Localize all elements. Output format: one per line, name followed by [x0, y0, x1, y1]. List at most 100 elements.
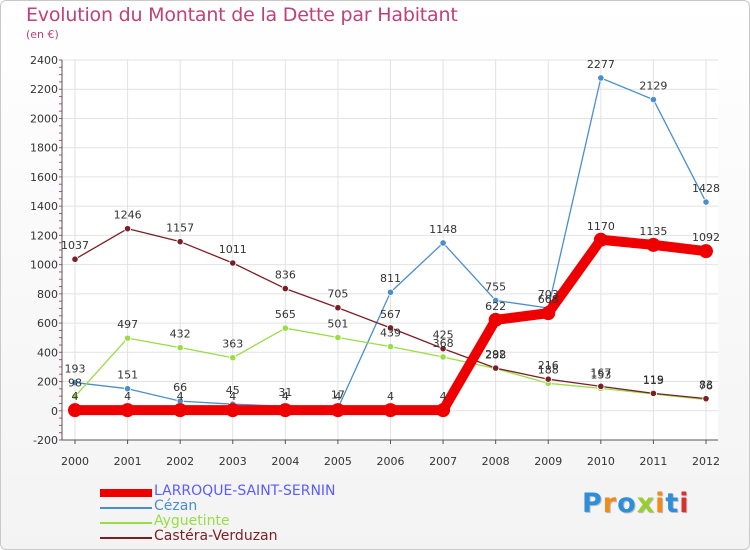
logo-letter: i — [679, 488, 690, 519]
data-label: 98 — [68, 376, 82, 389]
data-label: 1092 — [692, 231, 720, 244]
data-label: 703 — [538, 288, 559, 301]
data-label: 76 — [699, 380, 713, 393]
x-tick-label: 2001 — [114, 455, 142, 468]
data-point — [439, 345, 447, 353]
data-point — [439, 353, 447, 361]
legend-swatch — [100, 489, 152, 497]
y-tick-label: 1000 — [30, 259, 58, 272]
data-label: 4 — [282, 390, 289, 403]
data-point — [386, 343, 395, 351]
data-label: 425 — [433, 329, 454, 342]
series-0 — [68, 232, 713, 418]
y-tick-label: 2000 — [30, 112, 58, 125]
data-point — [281, 284, 289, 293]
data-point — [229, 259, 237, 267]
data-point — [702, 198, 710, 206]
data-label: 167 — [590, 366, 611, 379]
y-tick-label: 0 — [51, 405, 58, 418]
legend-label: LARROQUE-SAINT-SERNIN — [154, 483, 336, 499]
logo-letter: P — [582, 488, 603, 519]
data-point — [173, 403, 188, 418]
legend-swatch — [100, 522, 152, 524]
data-point — [649, 389, 658, 397]
legend-label: Cézan — [154, 498, 198, 514]
x-tick-label: 2003 — [219, 455, 247, 468]
y-tick-label: 400 — [37, 346, 58, 359]
data-point — [123, 225, 132, 233]
data-point — [699, 244, 713, 259]
y-tick-label: 2400 — [30, 54, 58, 67]
data-label: 705 — [327, 288, 348, 301]
data-label: 1135 — [639, 225, 667, 238]
data-label: 811 — [380, 272, 401, 285]
data-label: 83 — [699, 379, 713, 392]
data-point — [123, 334, 132, 342]
logo-letter: r — [602, 488, 618, 519]
data-label: 288 — [485, 349, 506, 362]
x-tick-label: 2007 — [429, 455, 457, 468]
x-tick-label: 2005 — [324, 455, 352, 468]
data-label: 115 — [643, 374, 664, 387]
data-label: 4 — [387, 390, 394, 403]
data-point — [439, 239, 447, 247]
data-label: 565 — [275, 308, 296, 321]
proxiti-logo: Proxiti — [582, 488, 690, 519]
y-tick-label: 600 — [37, 317, 58, 330]
data-label: 31 — [278, 386, 292, 399]
y-tick-label: 1800 — [30, 142, 58, 155]
x-tick-label: 2011 — [639, 455, 667, 468]
data-label: 193 — [65, 363, 86, 376]
x-tick-label: 2000 — [61, 455, 89, 468]
data-point — [123, 385, 132, 393]
data-point — [597, 382, 605, 390]
chart-subtitle: (en €) — [26, 28, 59, 41]
series-3 — [71, 225, 710, 403]
y-tick-label: 200 — [37, 376, 58, 389]
data-label: 4 — [124, 390, 131, 403]
data-label: 836 — [275, 269, 296, 282]
x-tick-label: 2008 — [482, 455, 510, 468]
data-point — [488, 312, 503, 327]
data-label: 1037 — [61, 239, 89, 252]
data-point — [492, 364, 500, 372]
data-label: 363 — [222, 338, 243, 351]
data-point — [71, 378, 79, 387]
data-label: 368 — [433, 337, 454, 350]
data-point — [176, 344, 184, 352]
data-label: 668 — [538, 293, 559, 306]
data-label: 622 — [485, 300, 506, 313]
data-label: 1011 — [219, 243, 247, 256]
logo-letter: t — [665, 488, 680, 519]
data-label: 292 — [485, 348, 506, 361]
data-label: 1246 — [114, 209, 142, 222]
data-point — [225, 403, 240, 418]
data-label: 2277 — [587, 58, 615, 71]
data-label: 153 — [590, 368, 611, 381]
data-point — [71, 255, 79, 263]
data-label: 216 — [538, 359, 559, 372]
data-point — [593, 232, 608, 247]
data-label: 4 — [440, 390, 447, 403]
data-label: 119 — [643, 373, 664, 386]
data-point — [492, 296, 500, 305]
data-label: 755 — [485, 280, 506, 293]
data-point — [386, 288, 395, 296]
y-tick-label: 800 — [37, 288, 58, 301]
data-point — [544, 375, 552, 383]
data-point — [176, 238, 184, 246]
chart-title: Evolution du Montant de la Dette par Hab… — [26, 4, 458, 26]
x-tick-label: 2002 — [166, 455, 194, 468]
y-tick-label: 1400 — [30, 200, 58, 213]
data-label: 17 — [331, 388, 345, 401]
data-point — [702, 395, 710, 403]
data-label: 4 — [229, 390, 236, 403]
data-label: 4 — [334, 390, 341, 403]
logo-letter: i — [655, 488, 666, 519]
data-label: 2129 — [639, 80, 667, 93]
data-point — [120, 403, 135, 418]
data-point — [68, 403, 82, 418]
data-point — [383, 403, 398, 418]
legend-label: Castéra-Verduzan — [154, 528, 278, 544]
data-point — [334, 333, 342, 342]
